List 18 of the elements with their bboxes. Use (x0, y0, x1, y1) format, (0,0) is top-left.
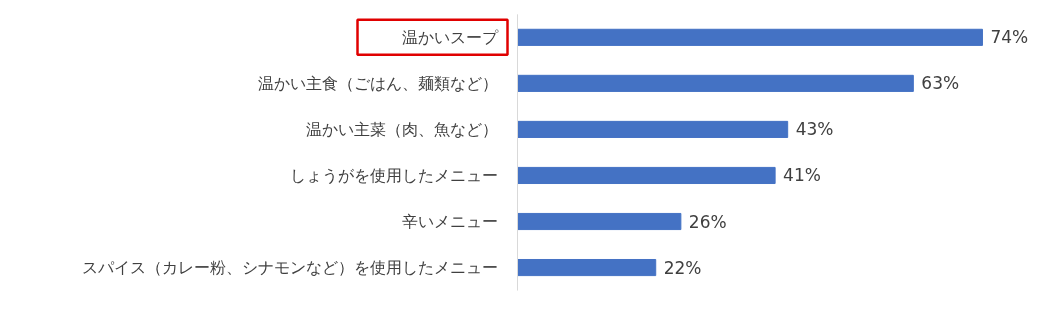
y-tick-label: スパイス（カレー粉、シナモンなど）を使用したメニュー (81, 258, 498, 278)
data-label: 41% (783, 165, 821, 186)
y-tick-label: 温かいスープ (401, 27, 499, 47)
y-tick-label: しょうがを使用したメニュー (289, 165, 498, 185)
data-label: 74% (990, 27, 1029, 48)
bar (517, 120, 789, 138)
bar (517, 74, 914, 92)
data-label: 63% (921, 73, 960, 94)
y-tick-label: 温かい主菜（肉、魚など） (305, 119, 498, 139)
data-label: 22% (663, 257, 702, 278)
y-tick-label: 辛いメニュー (401, 212, 498, 232)
bar (517, 212, 682, 231)
data-label: 26% (688, 211, 727, 232)
bar (517, 28, 983, 46)
y-tick-label: 温かい主食（ごはん、麺類など） (257, 73, 498, 93)
data-label: 43% (795, 119, 834, 140)
bar (517, 258, 657, 277)
bar (517, 166, 776, 185)
